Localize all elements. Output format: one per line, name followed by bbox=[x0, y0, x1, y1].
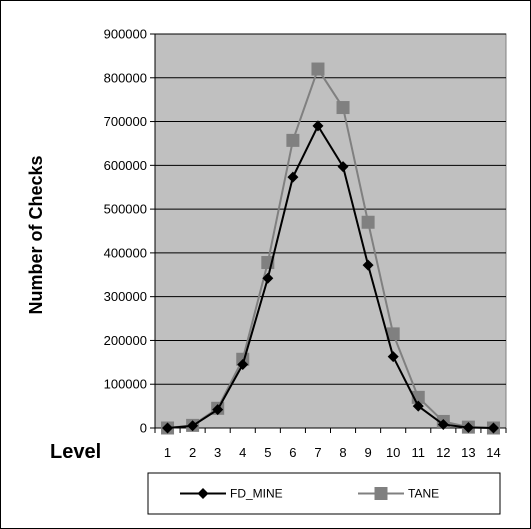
data-point bbox=[312, 120, 324, 132]
data-point bbox=[337, 161, 349, 173]
data-point bbox=[286, 133, 300, 147]
plot-area bbox=[154, 33, 507, 429]
y-axis-ticks: 0 100000 200000 300000 400000 500000 600000 700… bbox=[104, 27, 156, 436]
x-tick-label: 14 bbox=[486, 445, 500, 460]
x-tick-label: 1 bbox=[164, 445, 171, 460]
legend-marker bbox=[374, 487, 388, 500]
y-tick-label: 800000 bbox=[104, 70, 147, 85]
x-tick-label: 11 bbox=[412, 445, 426, 460]
data-point bbox=[237, 359, 249, 371]
x-tick-label: 8 bbox=[339, 445, 346, 460]
y-tick-label: 500000 bbox=[104, 202, 147, 217]
x-tick-label: 3 bbox=[214, 445, 221, 460]
x-tick-label: 12 bbox=[436, 445, 450, 460]
legend-marker bbox=[197, 488, 209, 499]
series-fd-mine bbox=[162, 120, 499, 434]
grid-lines bbox=[155, 33, 506, 385]
data-point bbox=[287, 171, 299, 183]
y-tick-label: 200000 bbox=[104, 333, 147, 348]
y-axis-title: Number of Checks bbox=[26, 155, 46, 314]
legend-label: FD_MINE bbox=[230, 487, 283, 501]
x-tick-label: 6 bbox=[289, 445, 296, 460]
data-point bbox=[362, 259, 374, 271]
data-point bbox=[361, 215, 375, 229]
y-tick-label: 400000 bbox=[104, 245, 147, 260]
x-tick-label: 5 bbox=[264, 445, 271, 460]
legend-item: FD_MINE bbox=[180, 487, 283, 501]
x-axis-ticks: 1 2 3 4 5 6 7 8 9 10 11 12 13 14 bbox=[154, 427, 507, 460]
data-point bbox=[462, 422, 474, 434]
y-tick-label: 300000 bbox=[104, 289, 147, 304]
data-point bbox=[162, 422, 174, 434]
x-tick-label: 13 bbox=[461, 445, 475, 460]
x-tick-label: 10 bbox=[386, 445, 400, 460]
data-point bbox=[262, 272, 274, 284]
series-line bbox=[167, 123, 494, 429]
data-point bbox=[487, 422, 499, 434]
data-point bbox=[387, 351, 399, 363]
x-axis-title: Level bbox=[50, 441, 101, 463]
x-tick-label: 4 bbox=[239, 445, 246, 460]
data-point bbox=[311, 62, 325, 76]
x-tick-label: 2 bbox=[189, 445, 196, 460]
data-point bbox=[187, 420, 199, 432]
data-point bbox=[437, 418, 449, 430]
legend-label: TANE bbox=[408, 487, 439, 501]
y-tick-label: 900000 bbox=[104, 27, 147, 42]
data-point bbox=[386, 327, 400, 341]
y-tick-label: 600000 bbox=[104, 158, 147, 173]
x-tick-label: 9 bbox=[364, 445, 371, 460]
series-layer bbox=[161, 62, 500, 435]
data-point bbox=[336, 101, 350, 115]
y-tick-label: 0 bbox=[140, 421, 147, 436]
data-point bbox=[212, 404, 224, 416]
legend-item: TANE bbox=[358, 487, 439, 501]
data-point bbox=[412, 400, 424, 412]
y-tick-label: 100000 bbox=[104, 377, 147, 392]
y-tick-label: 700000 bbox=[104, 114, 147, 129]
x-tick-label: 7 bbox=[314, 445, 321, 460]
legend: FD_MINE TANE bbox=[147, 472, 501, 515]
